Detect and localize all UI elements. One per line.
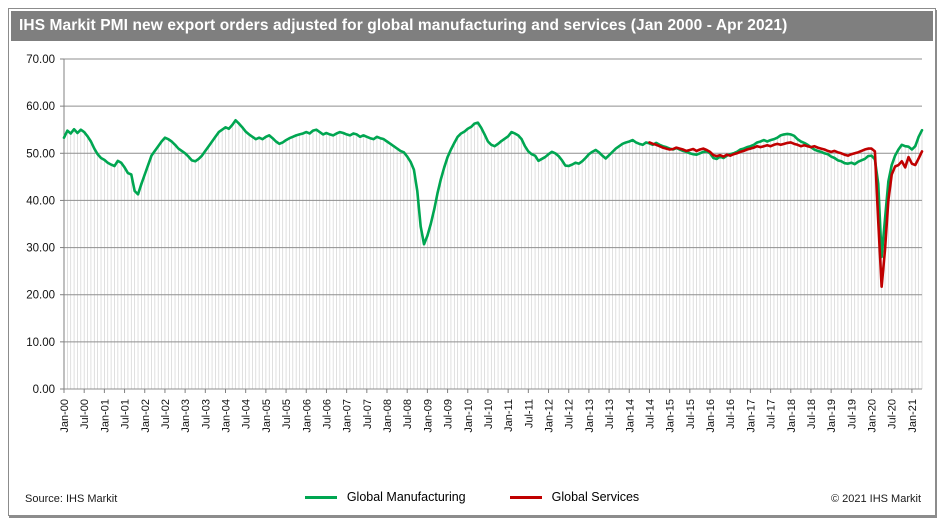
svg-text:Jul-09: Jul-09 bbox=[443, 399, 455, 429]
svg-text:Jul-13: Jul-13 bbox=[604, 399, 616, 429]
svg-text:Jul-02: Jul-02 bbox=[160, 399, 172, 429]
svg-text:Jan-09: Jan-09 bbox=[422, 399, 434, 433]
svg-text:Jan-12: Jan-12 bbox=[544, 399, 556, 433]
svg-text:Jan-10: Jan-10 bbox=[463, 399, 475, 433]
svg-text:10.00: 10.00 bbox=[26, 337, 55, 349]
svg-text:Jul-12: Jul-12 bbox=[564, 399, 576, 429]
chart-footer: Source: IHS Markit Global Manufacturing … bbox=[9, 487, 935, 511]
svg-text:Jul-01: Jul-01 bbox=[120, 399, 132, 429]
svg-text:0.00: 0.00 bbox=[33, 384, 55, 396]
manufacturing-line bbox=[62, 118, 924, 259]
svg-text:Jul-03: Jul-03 bbox=[200, 399, 212, 429]
chart-title-bar: IHS Markit PMI new export orders adjuste… bbox=[11, 11, 933, 41]
svg-text:Jan-19: Jan-19 bbox=[826, 399, 838, 433]
svg-text:Jan-13: Jan-13 bbox=[584, 399, 596, 433]
svg-text:70.00: 70.00 bbox=[26, 54, 55, 66]
svg-text:Jul-17: Jul-17 bbox=[766, 399, 778, 429]
x-axis-labels: Jan-00 Jul-00 Jan-01 Jul-01 Jan-02 Jul-02 Jan-… bbox=[59, 399, 919, 433]
svg-text:60.00: 60.00 bbox=[26, 101, 55, 113]
svg-text:Jul-08: Jul-08 bbox=[402, 399, 414, 429]
svg-text:Jan-06: Jan-06 bbox=[301, 399, 313, 433]
y-axis-ticks bbox=[60, 58, 64, 390]
services-line bbox=[648, 141, 924, 288]
chart-title: IHS Markit PMI new export orders adjuste… bbox=[19, 17, 788, 34]
svg-text:Jul-18: Jul-18 bbox=[806, 399, 818, 429]
svg-text:Jul-04: Jul-04 bbox=[241, 399, 253, 429]
svg-text:Jan-05: Jan-05 bbox=[261, 399, 273, 433]
svg-text:Jan-14: Jan-14 bbox=[624, 399, 636, 433]
svg-text:Jan-18: Jan-18 bbox=[786, 399, 798, 433]
svg-text:Jan-11: Jan-11 bbox=[503, 399, 515, 432]
svg-text:20.00: 20.00 bbox=[26, 290, 55, 302]
svg-text:50.00: 50.00 bbox=[26, 148, 55, 160]
y-axis-labels: 0.00 10.00 20.00 30.00 40.00 50.00 60.00 70.00 bbox=[26, 54, 55, 396]
svg-text:Jan-00: Jan-00 bbox=[59, 399, 71, 433]
gridlines bbox=[64, 58, 922, 390]
svg-text:Jan-17: Jan-17 bbox=[745, 399, 757, 433]
copyright-text: © 2021 IHS Markit bbox=[830, 493, 921, 505]
svg-text:Jul-20: Jul-20 bbox=[887, 399, 899, 429]
svg-text:Jan-21: Jan-21 bbox=[907, 399, 919, 433]
svg-text:40.00: 40.00 bbox=[26, 195, 55, 207]
source-text: Source: IHS Markit bbox=[25, 493, 118, 505]
svg-text:Jul-00: Jul-00 bbox=[79, 399, 91, 429]
legend-label-manufacturing: Global Manufacturing bbox=[346, 490, 466, 504]
svg-text:Jan-08: Jan-08 bbox=[382, 399, 394, 433]
svg-text:Jul-10: Jul-10 bbox=[483, 399, 495, 429]
chart-canvas: 0.00 10.00 20.00 30.00 40.00 50.00 60.00 70.00 J… bbox=[26, 54, 924, 433]
svg-text:Jul-07: Jul-07 bbox=[362, 399, 374, 429]
svg-text:Jul-06: Jul-06 bbox=[321, 399, 333, 429]
chart-frame: IHS Markit PMI new export orders adjuste… bbox=[8, 8, 936, 516]
svg-text:Jan-02: Jan-02 bbox=[140, 399, 152, 433]
svg-text:Jul-14: Jul-14 bbox=[644, 399, 656, 429]
svg-text:Jan-01: Jan-01 bbox=[99, 399, 111, 433]
legend-label-services: Global Services bbox=[551, 490, 640, 504]
svg-text:30.00: 30.00 bbox=[26, 243, 55, 255]
svg-text:Jul-15: Jul-15 bbox=[685, 399, 697, 429]
legend-line-services-icon bbox=[509, 495, 542, 499]
drop-lines bbox=[63, 120, 923, 389]
svg-text:Jul-16: Jul-16 bbox=[725, 399, 737, 429]
svg-text:Jul-19: Jul-19 bbox=[846, 399, 858, 429]
svg-text:Jan-07: Jan-07 bbox=[342, 399, 354, 433]
svg-text:Jan-03: Jan-03 bbox=[180, 399, 192, 433]
svg-text:Jul-11: Jul-11 bbox=[523, 399, 535, 428]
legend: Global Manufacturing Global Services bbox=[9, 490, 935, 504]
svg-text:Jan-20: Jan-20 bbox=[867, 399, 879, 433]
legend-line-manufacturing-icon bbox=[304, 495, 337, 499]
svg-text:Jul-05: Jul-05 bbox=[281, 399, 293, 429]
svg-text:Jan-04: Jan-04 bbox=[221, 399, 233, 433]
svg-text:Jan-15: Jan-15 bbox=[665, 399, 677, 433]
svg-text:Jan-16: Jan-16 bbox=[705, 399, 717, 433]
x-axis-ticks bbox=[63, 389, 913, 393]
